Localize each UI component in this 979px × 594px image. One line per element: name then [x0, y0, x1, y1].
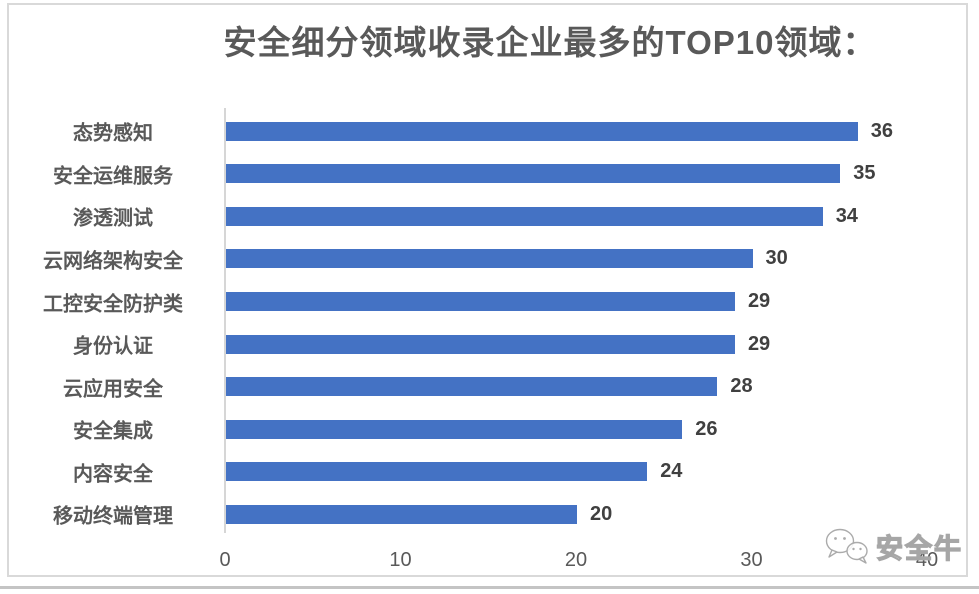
value-label: 35	[853, 162, 876, 185]
category-label: 移动终端管理	[53, 505, 173, 528]
x-tick-label: 40	[915, 549, 939, 571]
bottom-divider	[0, 586, 979, 589]
bar-row: 安全运维服务 35	[0, 153, 979, 196]
bar-row: 云应用安全 28	[0, 365, 979, 408]
watermark: 安全牛	[823, 526, 963, 566]
value-label: 36	[870, 119, 894, 142]
bar-track: 35	[226, 153, 979, 196]
chart-frame	[7, 3, 968, 577]
value-label: 24	[660, 460, 683, 483]
bar-track: 36	[226, 110, 979, 153]
value-label: 34	[835, 204, 858, 227]
category-label: 云网络架构安全	[43, 250, 183, 273]
bar	[226, 206, 823, 226]
bar-row: 身份认证 29	[0, 323, 979, 366]
bar	[226, 292, 735, 311]
category-label: 态势感知	[73, 122, 153, 145]
value-label: 29	[747, 290, 771, 312]
x-tick-label: 20	[564, 549, 588, 571]
category-label: 内容安全	[73, 463, 153, 486]
bar	[226, 121, 858, 141]
category-label: 渗透测试	[73, 207, 153, 230]
bar-track: 29	[226, 323, 979, 366]
bar-row: 安全集成 26	[0, 408, 979, 451]
bar-track: 29	[226, 280, 979, 323]
bar	[226, 504, 577, 524]
bar-row: 渗透测试 34	[0, 195, 979, 238]
wechat-icon	[825, 528, 868, 564]
x-tick-label: 10	[389, 549, 412, 571]
value-label: 29	[747, 332, 771, 355]
watermark-label: 安全牛	[875, 533, 963, 564]
category-label: 工控安全防护类	[43, 293, 183, 315]
chart-title: 安全细分领域收录企业最多的TOP10领域：	[223, 24, 877, 61]
bar-track: 26	[226, 408, 979, 451]
category-label: 安全运维服务	[53, 165, 173, 188]
bar-row: 移动终端管理 20	[0, 493, 979, 536]
value-label: 30	[765, 247, 788, 270]
value-label: 20	[590, 502, 613, 525]
value-label: 26	[695, 417, 718, 440]
x-tick-label: 30	[740, 549, 763, 571]
x-axis: 0 10 20 30 40	[219, 549, 938, 575]
category-label: 安全集成	[73, 420, 153, 443]
bar-row: 工控安全防护类 29	[0, 280, 979, 323]
bar-track: 20	[226, 493, 979, 536]
category-label: 身份认证	[73, 335, 153, 358]
bar-row: 态势感知 36	[0, 110, 979, 153]
x-tick-label: 0	[219, 549, 231, 571]
bar	[226, 334, 735, 354]
bar	[226, 164, 841, 184]
bar-track: 24	[226, 450, 979, 493]
bar-track: 30	[226, 238, 979, 281]
bar	[226, 377, 718, 397]
bar	[226, 249, 753, 269]
bar-track: 28	[226, 365, 979, 408]
y-axis-line	[224, 108, 226, 533]
bar-row: 云网络架构安全 30	[0, 238, 979, 281]
bar	[226, 462, 648, 482]
bar-row: 内容安全 24	[0, 450, 979, 493]
value-label: 28	[730, 375, 753, 398]
bar-track: 34	[226, 195, 979, 238]
bar-rows: 态势感知 36 安全运维服务 35 渗透测试 34 云网络架构安全 30 工控安…	[0, 110, 979, 536]
bar	[226, 419, 683, 439]
category-label: 云应用安全	[63, 378, 163, 401]
